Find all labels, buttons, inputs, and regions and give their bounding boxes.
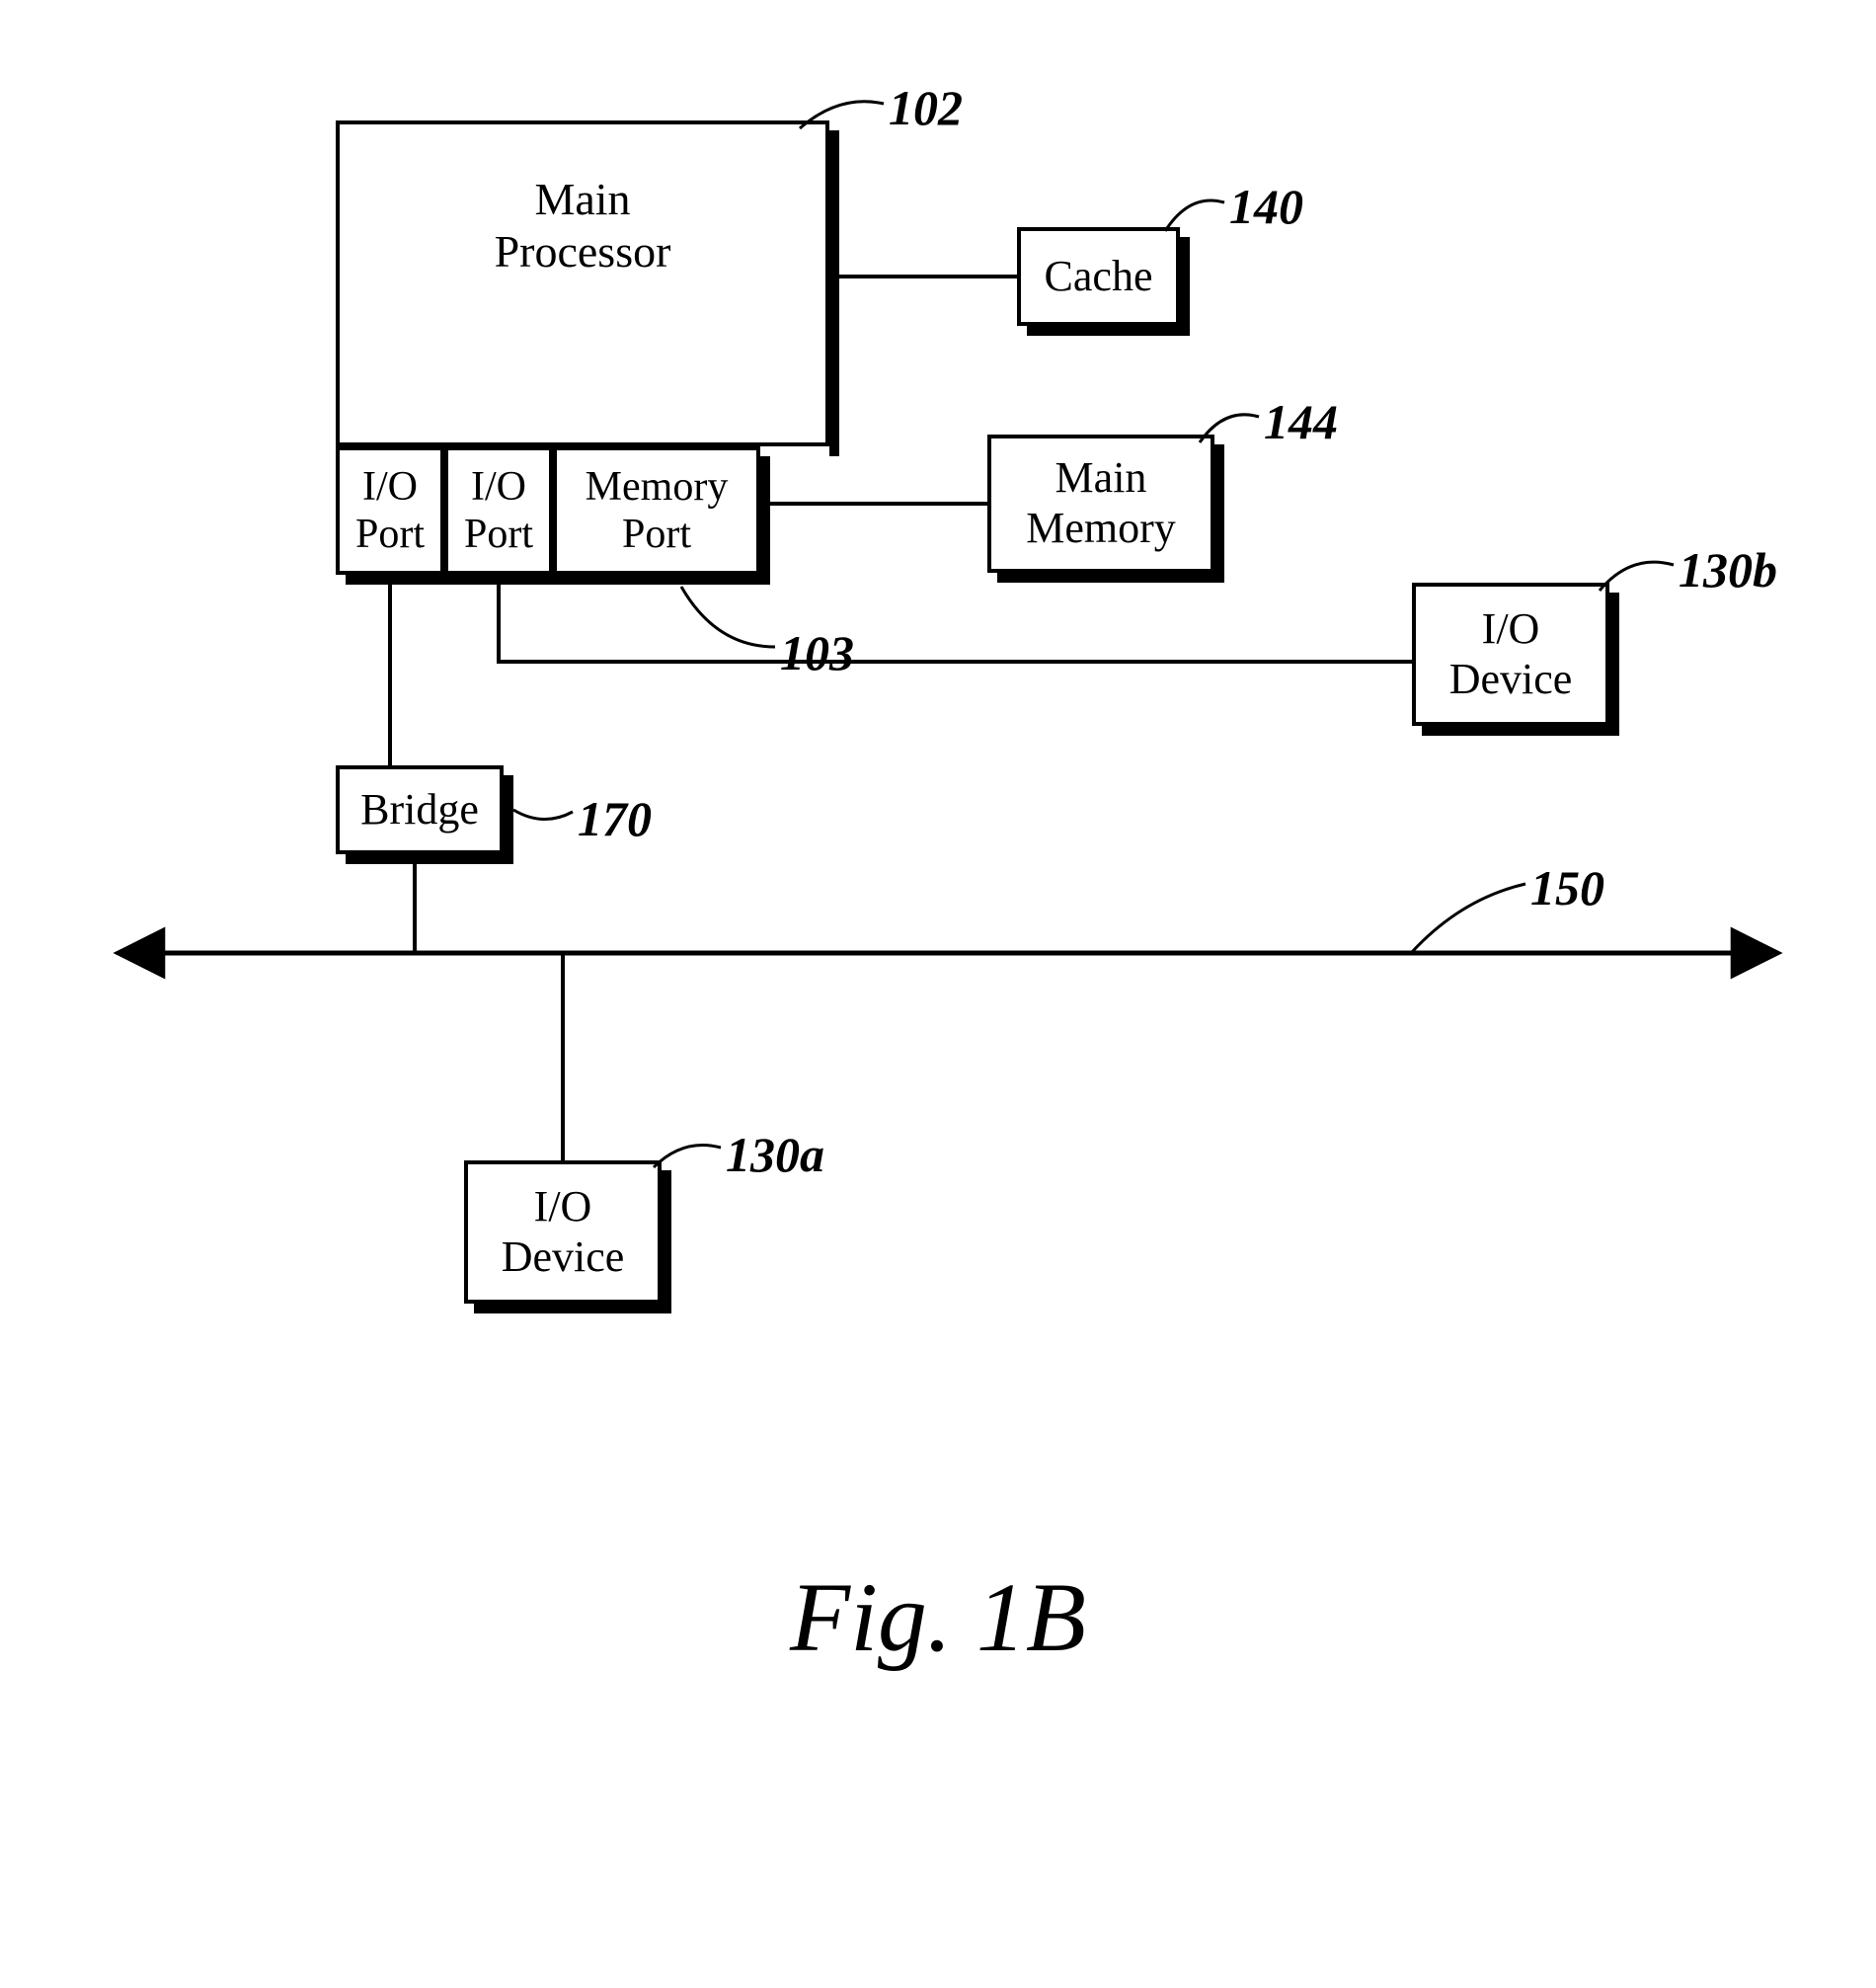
main-memory-box: MainMemory xyxy=(987,435,1214,573)
cache-box: Cache xyxy=(1017,227,1180,326)
io-port-2-label: I/OPort xyxy=(464,463,533,559)
ref-150: 150 xyxy=(1530,859,1604,916)
figure-caption: Fig. 1B xyxy=(0,1560,1876,1674)
main-memory-shadow-r xyxy=(1214,444,1224,583)
cache-label: Cache xyxy=(1045,252,1153,302)
diagram-container: MainProcessor I/OPort I/OPort MemoryPort… xyxy=(0,0,1876,1988)
ref-103: 103 xyxy=(780,624,854,681)
svg-overlay xyxy=(0,0,1876,1988)
io-device-b-shadow-r xyxy=(1609,593,1619,736)
memory-port-box: MemoryPort xyxy=(553,446,760,575)
cache-shadow-b xyxy=(1027,326,1190,336)
io-device-a-label: I/ODevice xyxy=(502,1182,625,1282)
ports-shadow-b xyxy=(346,575,770,585)
io-port-2-box: I/OPort xyxy=(444,446,553,575)
main-processor-label: MainProcessor xyxy=(340,174,825,278)
ports-shadow-r xyxy=(760,456,770,585)
bridge-shadow-b xyxy=(346,854,513,864)
io-device-b-shadow-b xyxy=(1422,726,1619,736)
io-device-b-label: I/ODevice xyxy=(1449,604,1573,704)
main-processor-shadow-r xyxy=(829,130,839,456)
main-processor-box: MainProcessor xyxy=(336,120,829,446)
io-device-a-box: I/ODevice xyxy=(464,1160,662,1304)
io-device-a-shadow-r xyxy=(662,1170,671,1313)
memory-port-label: MemoryPort xyxy=(586,463,729,559)
io-device-a-shadow-b xyxy=(474,1304,671,1313)
main-memory-label: MainMemory xyxy=(1026,453,1176,553)
ref-140: 140 xyxy=(1229,178,1303,235)
ref-170: 170 xyxy=(578,790,652,847)
ref-130b: 130b xyxy=(1679,541,1777,598)
io-device-b-box: I/ODevice xyxy=(1412,583,1609,726)
bridge-label: Bridge xyxy=(360,785,479,835)
main-memory-shadow-b xyxy=(997,573,1224,583)
bridge-box: Bridge xyxy=(336,765,504,854)
ref-102: 102 xyxy=(889,79,963,136)
ref-130a: 130a xyxy=(726,1126,824,1183)
io-port-1-label: I/OPort xyxy=(355,463,425,559)
ref-144: 144 xyxy=(1264,393,1338,450)
io-port-1-box: I/OPort xyxy=(336,446,444,575)
bridge-shadow-r xyxy=(504,775,513,864)
cache-shadow-r xyxy=(1180,237,1190,336)
